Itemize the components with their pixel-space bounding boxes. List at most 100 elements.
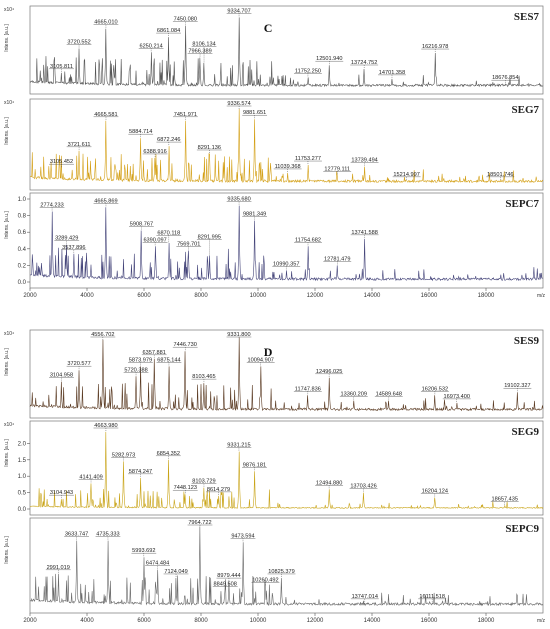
peak-label: 7569.701 (177, 241, 200, 247)
peak-label: 5720.388 (124, 367, 147, 373)
peak-label: 10990.357 (273, 261, 299, 267)
peak-label: 18657.435 (492, 497, 518, 503)
x-tick-label: 12000 (307, 618, 324, 624)
peak-label: 5282.973 (112, 452, 135, 458)
peak-label: 4665.010 (94, 20, 117, 26)
peak-label: 16973.400 (444, 394, 470, 400)
peak-label: 7448.123 (174, 485, 197, 491)
sample-name: SEPC7 (505, 198, 539, 210)
panel-letter: D (264, 345, 273, 359)
y-axis-exponent: x10⁴ (4, 100, 14, 106)
peak-label: 10094.907 (247, 357, 273, 363)
peak-label: 12501.940 (316, 56, 342, 62)
y-tick-label: 1.0 (18, 197, 27, 203)
y-tick-label: 0.0 (18, 507, 27, 513)
sample-name: SEG7 (511, 104, 539, 116)
panel-frame (29, 420, 544, 516)
peak-label: 8103.465 (192, 374, 215, 380)
y-tick-label: 1.5 (18, 458, 27, 464)
peak-label: 6388.916 (143, 149, 166, 155)
peak-label: 9881.651 (243, 110, 266, 116)
peak-label: 11753.277 (295, 156, 321, 162)
peak-label: 16206.532 (422, 386, 448, 392)
x-tick-label: 16000 (421, 293, 438, 299)
panel-frame (29, 329, 544, 419)
peak-label: 5873.979 (129, 357, 152, 363)
peak-label: 9331.800 (227, 332, 250, 338)
peak-label: 18676.854 (492, 75, 518, 81)
x-tick-label: 4000 (80, 618, 94, 624)
peak-label: 5993.692 (132, 548, 155, 554)
spectrum-trace-ses7 (29, 17, 544, 88)
peak-label: 13741.588 (351, 230, 377, 236)
peak-label: 5874.247 (129, 469, 152, 475)
spectrum-panel-seg7: Intens. [a.u.] x10⁴ 3105.452 3721.611 4665.5… (4, 98, 544, 191)
x-tick-label: 18000 (478, 618, 495, 624)
x-tick-label: 16000 (421, 618, 438, 624)
peak-label: 9335.680 (227, 197, 250, 203)
peak-label: 9331.215 (227, 443, 250, 449)
x-tick-label: 4000 (80, 293, 94, 299)
spectrum-panel-ses7: Intens. [a.u.] x10⁴ 3105.811 3720.552 4665.0… (4, 5, 544, 95)
peak-label: 8291.995 (198, 234, 221, 240)
peak-label: 14701.358 (379, 70, 405, 76)
x-tick-label: 12000 (307, 293, 324, 299)
x-tick-label: 8000 (194, 618, 208, 624)
peak-label: 3720.577 (67, 361, 90, 367)
peak-label: 4665.869 (94, 198, 117, 204)
peak-label: 3105.452 (50, 159, 73, 165)
spectrum-trace-sepc7 (29, 205, 544, 282)
peak-label: 7446.730 (174, 342, 197, 348)
spectrum-trace-seg7 (29, 108, 544, 184)
x-tick-label: 8000 (194, 293, 208, 299)
peak-label: 4663.980 (94, 423, 117, 429)
sample-name: SEG9 (511, 426, 539, 438)
peak-label: 6870.118 (157, 230, 180, 236)
peak-label: 11039.368 (275, 164, 301, 170)
sample-name: SEPC9 (505, 523, 539, 535)
peak-label: 3104.958 (50, 373, 73, 379)
peak-label: 6875.144 (157, 357, 180, 363)
peak-label: 11747.836 (295, 386, 321, 392)
panel-frame (29, 98, 544, 191)
y-tick-label: 0.2 (18, 263, 27, 269)
peak-label: 13703.426 (350, 484, 376, 490)
peak-label: 9336.574 (227, 101, 250, 107)
spectrum-trace-seg9 (29, 431, 544, 510)
peak-label: 13360.209 (341, 392, 367, 398)
peak-label: 9473.594 (231, 533, 254, 539)
y-axis-label: Intens. [a.u.] (4, 348, 10, 376)
y-tick-label: 0.6 (18, 230, 27, 236)
spectrum-panel-seg9: Intens. [a.u.] x10⁴ 0.0 0.5 1.0 1.5 2.0 3104.94… (4, 420, 544, 516)
peak-label: 14589.648 (376, 392, 402, 398)
x-tick-label: 6000 (137, 293, 151, 299)
peak-label: 16111.518 (419, 594, 445, 600)
peak-label: 3537.896 (62, 245, 85, 251)
peak-label: 18501.746 (487, 172, 513, 178)
spectrum-panel-ses9: Intens. [a.u.] x10⁴ 3104.958 3720.577 4556.7… (4, 329, 544, 419)
peak-label: 3105.811 (50, 64, 73, 70)
x-axis-group-d: 2000 4000 6000 8000 10000 12000 14000 16000 1800… (23, 613, 546, 624)
peak-label: 7450.080 (174, 17, 197, 23)
y-tick-label: 0.5 (18, 491, 27, 497)
peak-label: 8979.444 (217, 573, 240, 579)
peak-label: 7966.389 (188, 49, 211, 55)
y-axis-label: Intens. [a.u.] (4, 536, 10, 564)
peak-label: 6872.246 (157, 137, 180, 143)
peak-label: 9881.349 (243, 212, 266, 218)
peak-label: 8103.729 (192, 479, 215, 485)
peak-label: 3721.611 (68, 142, 91, 148)
x-tick-label: 6000 (137, 618, 151, 624)
peak-label: 15214.997 (393, 172, 419, 178)
x-tick-label: 10000 (250, 618, 267, 624)
peak-label: 12496.025 (316, 369, 342, 375)
peak-label: 6474.484 (146, 561, 169, 567)
peak-label: 4735.333 (96, 532, 119, 538)
peak-label: 3289.429 (55, 236, 78, 242)
peak-label: 13724.752 (351, 60, 377, 66)
peak-label: 5884.714 (129, 129, 152, 135)
peak-label: 4665.581 (94, 112, 117, 118)
peak-label: 6250.214 (139, 43, 162, 49)
x-tick-label: 14000 (364, 618, 381, 624)
